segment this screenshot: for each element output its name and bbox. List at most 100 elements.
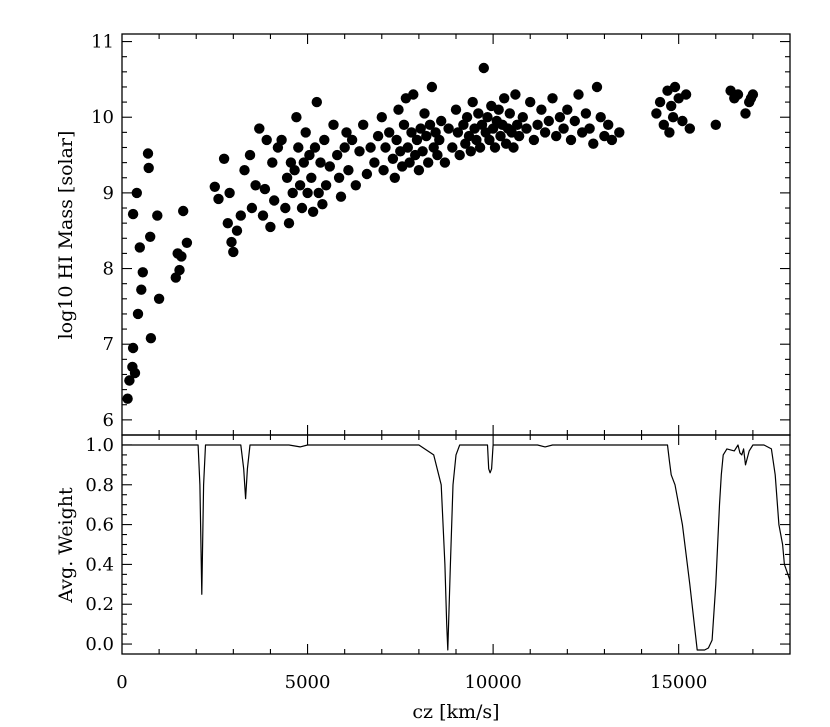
scatter-point <box>443 123 454 134</box>
scatter-point <box>300 127 311 138</box>
scatter-point <box>562 104 573 115</box>
bottom-y-tick-label: 0.4 <box>85 554 114 575</box>
scatter-point <box>287 187 298 199</box>
scatter-point <box>484 134 495 146</box>
scatter-point <box>482 112 493 123</box>
scatter-point <box>265 221 276 233</box>
scatter-point <box>461 112 473 123</box>
scatter-point <box>666 100 677 112</box>
scatter-point <box>558 123 569 134</box>
scatter-point <box>512 119 523 130</box>
scatter-point <box>732 89 744 100</box>
scatter-point <box>145 231 156 242</box>
scatter-point <box>307 206 319 217</box>
bottom-y-tick-label: 0.0 <box>85 634 114 655</box>
scatter-point <box>335 191 347 202</box>
scatter-point <box>122 393 133 404</box>
scatter-point <box>365 142 376 153</box>
scatter-point <box>369 157 380 168</box>
scatter-point <box>432 149 443 161</box>
scatter-point <box>573 89 584 100</box>
scatter-point <box>226 236 237 248</box>
scatter-point <box>740 108 751 119</box>
scatter-point <box>372 130 384 142</box>
scatter-point <box>380 142 391 153</box>
scatter-point <box>513 130 525 142</box>
scatter-point <box>306 172 317 183</box>
scatter-point <box>580 108 592 119</box>
scatter-point <box>294 180 306 191</box>
bottom-panel-frame <box>121 434 791 655</box>
scatter-point <box>669 81 681 93</box>
scatter-point <box>467 96 478 108</box>
scatter-point <box>276 134 287 146</box>
scatter-point <box>313 187 324 199</box>
scatter-point <box>454 149 465 161</box>
avg-weight-line <box>122 444 791 651</box>
scatter-point <box>309 142 321 153</box>
scatter-point <box>384 127 395 138</box>
scatter-point <box>389 172 400 183</box>
scatter-point <box>591 81 603 93</box>
bottom-y-ticks: 0.0 0.2 0.4 0.6 0.8 1.0 <box>85 435 790 655</box>
scatter-point <box>134 242 145 253</box>
scatter-point <box>465 146 476 157</box>
scatter-point <box>677 115 688 127</box>
scatter-point <box>143 162 154 174</box>
scatter-point <box>745 93 757 104</box>
top-y-tick-label: 11 <box>91 32 114 53</box>
scatter-point <box>565 134 577 146</box>
avg-weight-panel: 0.0 0.2 0.4 0.6 0.8 1.0 0 5000 10000 15000 Avg. … <box>55 34 791 723</box>
bottom-y-tick-label: 0.2 <box>85 594 114 615</box>
scatter-point <box>423 157 434 168</box>
scatter-point <box>246 202 258 214</box>
scatter-point <box>517 112 528 123</box>
scatter-point <box>281 172 293 183</box>
scatter-point <box>137 267 148 278</box>
bottom-y-tick-label: 1.0 <box>85 435 114 456</box>
scatter-point <box>554 112 566 123</box>
scatter-point <box>324 161 335 172</box>
scatter-point <box>658 119 669 130</box>
scatter-point <box>684 123 695 134</box>
scatter-point <box>283 218 295 229</box>
scatter-point <box>174 264 185 276</box>
scatter-point <box>244 149 256 161</box>
scatter-point <box>434 134 445 146</box>
scatter-point <box>269 195 280 206</box>
scatter-point <box>404 157 415 168</box>
scatter-point <box>504 108 515 119</box>
scatter-point <box>424 119 436 130</box>
scatter-point <box>261 134 272 146</box>
scatter-point <box>136 284 147 295</box>
scatter-point <box>489 142 501 153</box>
scatter-point <box>354 146 365 157</box>
scatter-point <box>302 187 313 199</box>
scatter-point <box>343 165 354 176</box>
scatter-point <box>176 251 187 262</box>
top-y-tick-label: 10 <box>91 107 114 128</box>
top-y-tick-label: 7 <box>103 334 114 355</box>
x-ticks: 0 5000 10000 15000 <box>116 34 754 693</box>
scatter-point <box>127 342 139 354</box>
scatter-point <box>293 142 304 153</box>
scatter-point <box>228 246 239 258</box>
scatter-point <box>510 89 521 100</box>
scatter-point <box>213 193 224 205</box>
scatter-point <box>421 130 432 142</box>
scatter-point <box>361 168 373 180</box>
scatter-point <box>614 127 625 138</box>
scatter-point <box>493 104 504 115</box>
scatter-points <box>122 62 759 404</box>
top-y-tick-label: 9 <box>103 183 114 204</box>
scatter-point <box>508 142 519 153</box>
scatter-point <box>398 119 410 130</box>
bottom-y-tick-label: 0.8 <box>85 475 114 496</box>
bottom-y-tick-label: 0.6 <box>85 515 114 536</box>
scatter-point <box>341 127 352 138</box>
top-y-tick-label: 8 <box>103 259 114 280</box>
scatter-point <box>406 127 417 138</box>
scatter-point <box>391 134 402 146</box>
scatter-point <box>209 181 220 192</box>
scatter-point <box>254 123 265 134</box>
